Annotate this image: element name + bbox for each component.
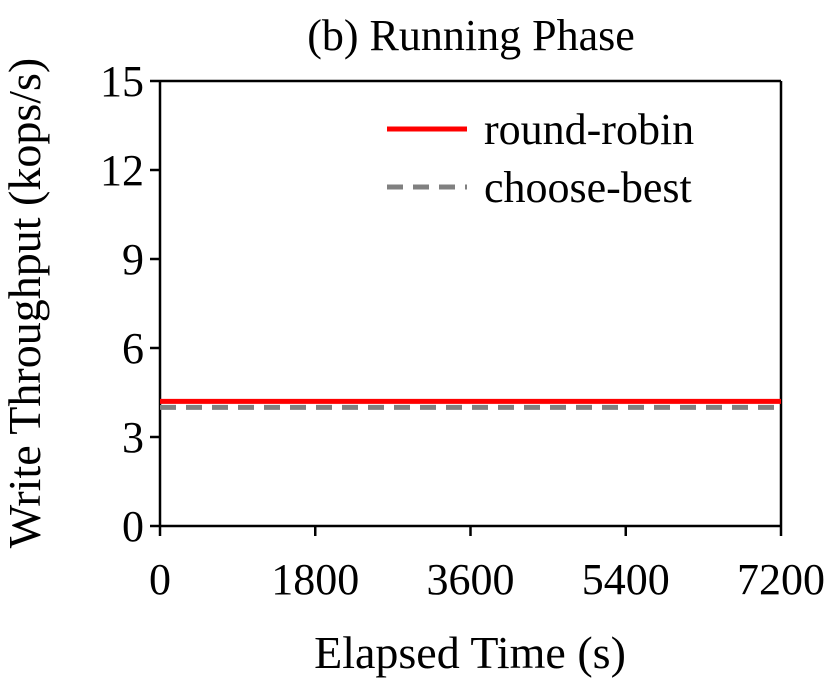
y-tick-label: 0 xyxy=(122,502,144,551)
series-layer xyxy=(160,398,781,410)
y-tick-label: 6 xyxy=(122,324,144,373)
legend-label: choose-best xyxy=(484,163,692,212)
y-tick-label: 9 xyxy=(122,235,144,284)
legend-label: round-robin xyxy=(484,105,694,154)
x-tick-label: 7200 xyxy=(737,555,825,604)
x-axis-ticks: 0 1800 3600 5400 7200 xyxy=(149,526,825,604)
y-tick-label: 12 xyxy=(100,146,144,195)
y-tick-label: 3 xyxy=(122,413,144,462)
y-axis-ticks: 0 3 6 9 12 15 xyxy=(100,57,160,551)
x-tick-label: 1800 xyxy=(271,555,359,604)
x-tick-label: 5400 xyxy=(582,555,670,604)
x-axis-title: Elapsed Time (s) xyxy=(314,627,626,678)
y-axis-title: Write Throughput (kops/s) xyxy=(0,58,50,548)
x-tick-label: 0 xyxy=(149,555,171,604)
y-tick-label: 15 xyxy=(100,57,144,106)
x-tick-label: 3600 xyxy=(427,555,515,604)
chart-title: (b) Running Phase xyxy=(307,11,635,60)
legend: round-robin choose-best xyxy=(387,105,694,212)
